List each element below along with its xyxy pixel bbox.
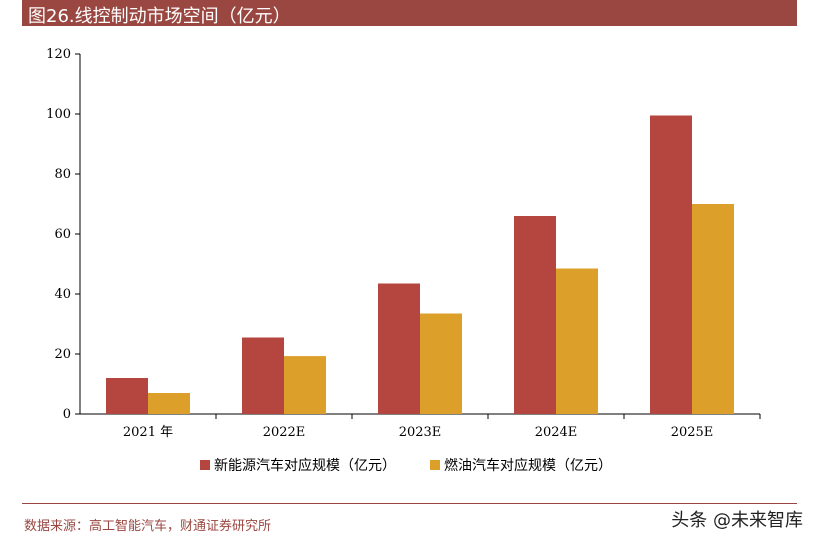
bar-ev bbox=[106, 378, 148, 414]
y-tick-label: 40 bbox=[54, 287, 71, 302]
x-tick-label: 2021 年 bbox=[123, 425, 173, 440]
bar-ice bbox=[556, 268, 598, 414]
chart-title: 图26.线控制动市场空间（亿元） bbox=[28, 6, 291, 27]
bar-ice bbox=[148, 393, 190, 414]
bar-ev bbox=[650, 115, 692, 414]
legend-swatch-ev bbox=[200, 460, 210, 470]
legend-swatch-ice bbox=[430, 460, 440, 470]
legend-label-ice: 燃油汽车对应规模（亿元） bbox=[444, 457, 612, 474]
bar-ev bbox=[242, 337, 284, 414]
y-tick-label: 60 bbox=[54, 227, 71, 242]
x-tick-label: 2022E bbox=[263, 425, 306, 440]
legend-label-ev: 新能源汽车对应规模（亿元） bbox=[214, 457, 396, 474]
source-note: 数据来源：高工智能汽车，财通证券研究所 bbox=[24, 519, 272, 534]
x-tick-label: 2023E bbox=[399, 425, 442, 440]
watermark: 头条 @未来智库 bbox=[671, 510, 803, 531]
bar-ev bbox=[514, 216, 556, 414]
bar-ice bbox=[420, 313, 462, 414]
x-tick-label: 2025E bbox=[671, 425, 714, 440]
bar-ice bbox=[692, 204, 734, 414]
y-tick-label: 80 bbox=[54, 167, 71, 182]
y-tick-label: 100 bbox=[46, 107, 71, 122]
y-tick-label: 0 bbox=[63, 407, 71, 422]
bar-ev bbox=[378, 283, 420, 414]
source-divider bbox=[22, 503, 797, 504]
y-tick-label: 120 bbox=[46, 47, 71, 62]
y-tick-label: 20 bbox=[54, 347, 71, 362]
x-tick-label: 2024E bbox=[535, 425, 578, 440]
bar-ice bbox=[284, 356, 326, 414]
title-bar: 图26.线控制动市场空间（亿元） bbox=[22, 0, 797, 27]
bar-chart: 0 20 40 60 80 100 120 2021 年 2022E 2023E 2024E 2025… bbox=[46, 47, 761, 474]
